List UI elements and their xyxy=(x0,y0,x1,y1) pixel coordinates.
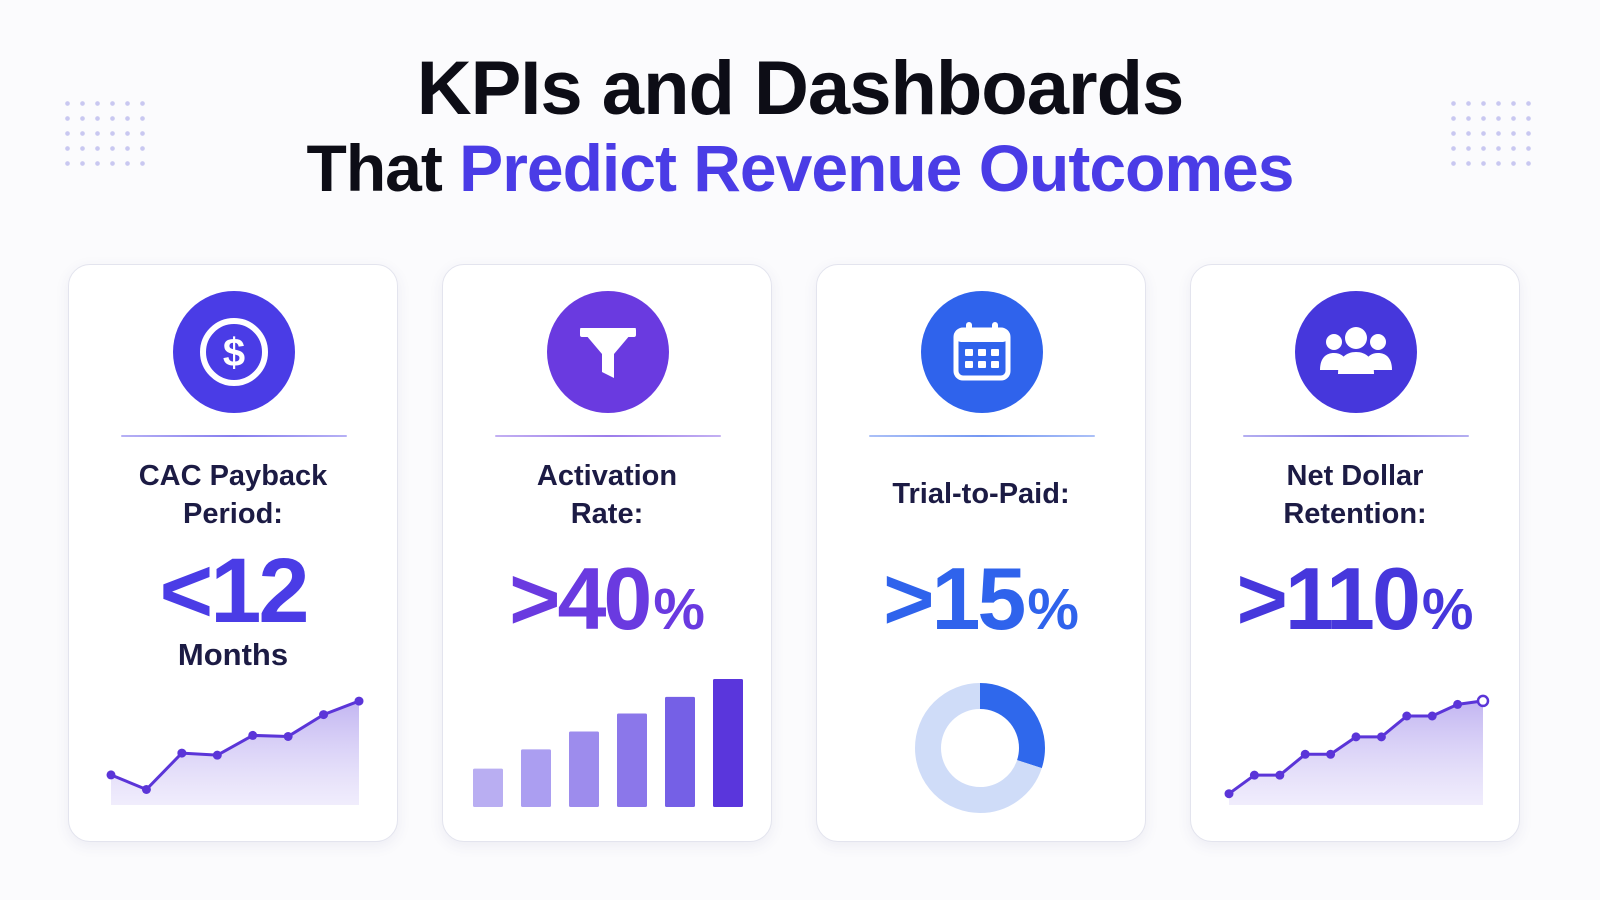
svg-text:$: $ xyxy=(223,331,245,375)
chart-point xyxy=(354,696,364,706)
chart-point xyxy=(106,770,116,780)
kpi-label: CAC Payback Period: xyxy=(69,457,397,533)
chart-bar xyxy=(521,749,551,807)
chart-point xyxy=(141,784,151,794)
kpi-label-line-1: Trial-to-Paid: xyxy=(892,478,1070,510)
page-title: KPIs and Dashboards xyxy=(0,44,1600,134)
kpi-value-number: >110 xyxy=(1236,549,1421,648)
chart-area-fill xyxy=(1229,700,1483,805)
chart-bar xyxy=(713,679,743,807)
kpi-label-line-2: Retention: xyxy=(1283,498,1427,530)
chart-point xyxy=(319,710,329,720)
kpi-value: <12 xyxy=(69,541,397,641)
chart-bar xyxy=(473,768,503,807)
chart-point xyxy=(1275,770,1285,780)
page-subtitle-accent: Predict Revenue Outcomes xyxy=(459,131,1294,205)
card-divider xyxy=(121,435,347,437)
kpi-label-line-1: Net Dollar xyxy=(1286,460,1424,492)
chart-point xyxy=(1326,749,1336,759)
chart-area-fill xyxy=(111,701,359,805)
kpi-label-line-2: Period: xyxy=(183,498,283,530)
chart-point xyxy=(1376,732,1386,742)
chart-slice xyxy=(915,683,1045,813)
kpi-label: Trial-to-Paid: xyxy=(817,475,1145,513)
kpi-sub-unit: Months xyxy=(177,637,289,672)
chart-point xyxy=(1224,789,1234,799)
kpi-value-unit: % xyxy=(1027,577,1079,642)
kpi-value-number: >40 xyxy=(509,549,652,648)
chart-bar xyxy=(665,696,695,807)
kpi-value: >110% xyxy=(1191,551,1519,658)
chart-point xyxy=(177,748,187,758)
page-subtitle: That Predict Revenue Outcomes xyxy=(0,126,1600,210)
kpi-label-line-1: CAC Payback xyxy=(138,460,328,492)
kpi-value: >15% xyxy=(817,551,1145,658)
page-title-line-1: KPIs and Dashboards xyxy=(416,46,1185,131)
net-dollar-retention-trend-chart xyxy=(1224,694,1490,805)
funnel-icon xyxy=(547,291,669,413)
chart-point xyxy=(1453,699,1463,709)
chart-point xyxy=(283,731,293,741)
kpi-label-line-2: Rate: xyxy=(570,498,644,530)
trial-to-paid-donut-chart xyxy=(915,683,1045,813)
chart-point xyxy=(1476,694,1490,708)
chart-point xyxy=(1427,711,1437,721)
users-group-icon xyxy=(1295,291,1417,413)
chart-point xyxy=(1300,749,1310,759)
kpi-value-number: >15 xyxy=(883,549,1026,648)
page-subtitle-prefix: That xyxy=(306,131,460,205)
kpi-label: Activation Rate: xyxy=(443,457,771,533)
kpi-value-number: <12 xyxy=(159,540,309,642)
chart-point xyxy=(212,750,222,760)
chart-point xyxy=(248,730,258,740)
decorative-dot-grid-left xyxy=(60,96,152,172)
kpi-card-trial-to-paid: Trial-to-Paid: >15% xyxy=(816,264,1146,842)
chart-point xyxy=(1249,770,1259,780)
chart-point xyxy=(1351,732,1361,742)
kpi-card-cac-payback: $ CAC Payback Period: <12 Months xyxy=(68,264,398,842)
card-divider xyxy=(495,435,721,437)
card-divider xyxy=(1243,435,1469,437)
kpi-card-net-dollar-retention: Net Dollar Retention: >110% xyxy=(1190,264,1520,842)
decorative-dot-grid-right xyxy=(1446,96,1538,172)
kpi-card-activation-rate: Activation Rate: >40% xyxy=(442,264,772,842)
card-divider xyxy=(869,435,1095,437)
chart-bar xyxy=(617,713,647,807)
kpi-label-line-1: Activation xyxy=(536,460,678,492)
chart-point xyxy=(1402,711,1412,721)
activation-rate-bar-chart xyxy=(473,679,743,807)
kpi-label: Net Dollar Retention: xyxy=(1191,457,1519,533)
kpi-value-unit: % xyxy=(1421,577,1474,642)
chart-series-line xyxy=(110,699,360,791)
chart-bar xyxy=(569,731,599,807)
dollar-coin-icon: $ xyxy=(173,291,295,413)
kpi-value: >40% xyxy=(443,551,771,658)
calendar-icon xyxy=(921,291,1043,413)
cac-payback-trend-chart xyxy=(106,696,364,805)
kpi-value-unit: % xyxy=(653,577,705,642)
